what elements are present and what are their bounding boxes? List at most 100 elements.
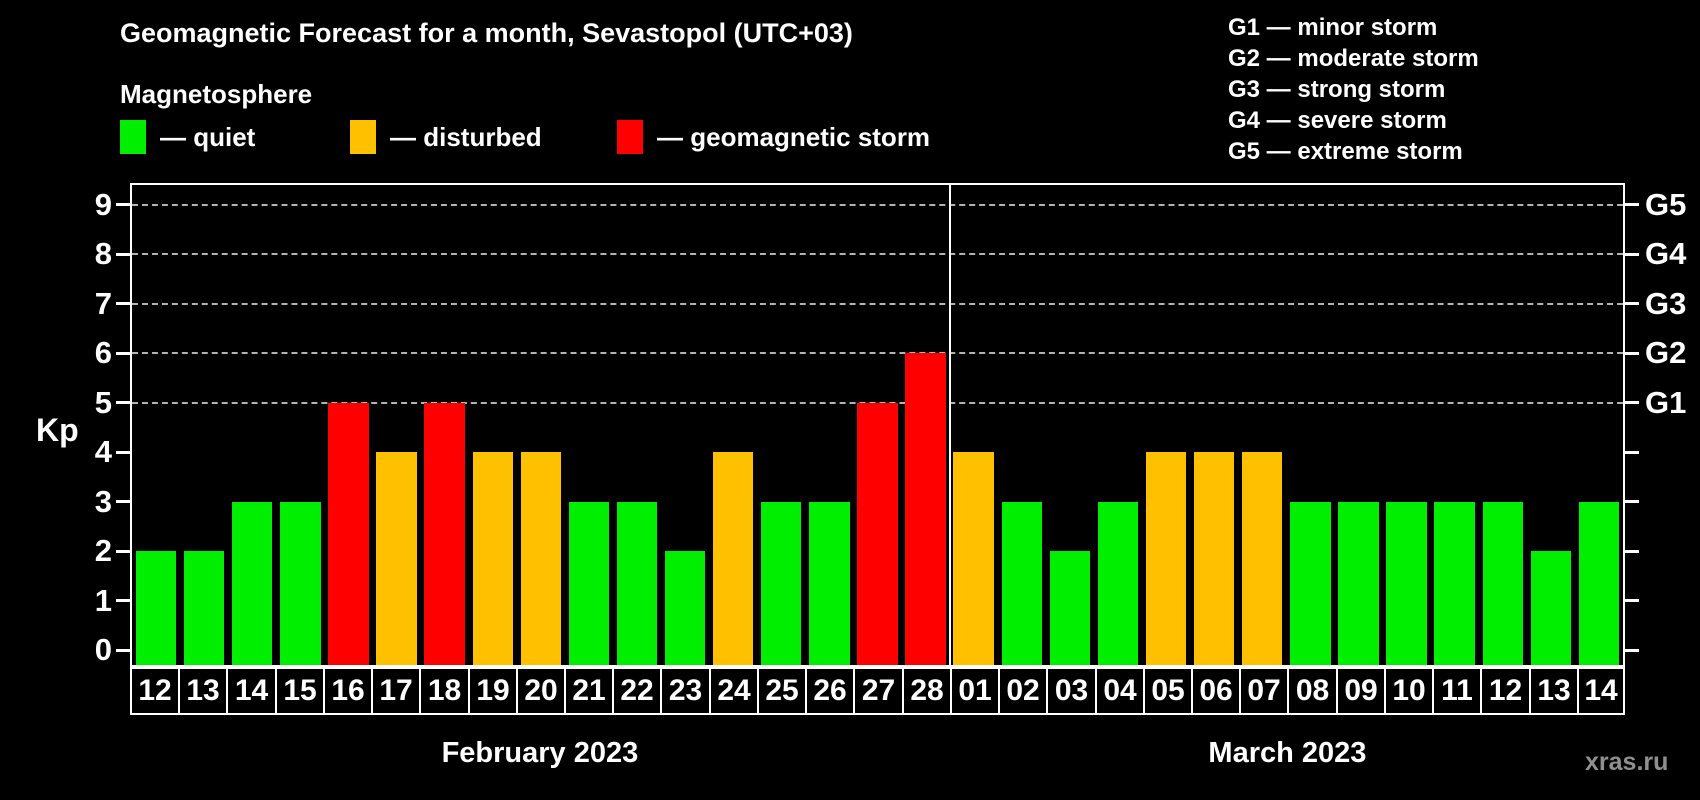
kp-bar-day-25-kp-3 — [761, 501, 802, 665]
left-tick-5 — [116, 401, 132, 405]
day-cell-feb-23: 23 — [660, 667, 711, 715]
day-axis-row: 12 13 14 15 16 17 18 19 20 21 22 23 24 25 26 27 28 01 02 03… — [130, 667, 1625, 715]
day-cell-feb-27: 27 — [853, 667, 904, 715]
right-tick-8 — [1623, 252, 1639, 256]
right-axis-label-G4: G4 — [1645, 236, 1687, 272]
kp-bar-day-12-kp-2 — [135, 551, 177, 665]
right-tick-3 — [1623, 500, 1639, 504]
kp-bar-day-06-kp-4 — [1193, 452, 1235, 665]
day-cell-feb-24: 24 — [709, 667, 759, 715]
y-tick-label-5: 5 — [94, 384, 112, 420]
month-label-february: February 2023 — [441, 737, 639, 769]
day-cell-mar-05: 05 — [1143, 667, 1193, 715]
y-tick-label-8: 8 — [94, 236, 112, 272]
day-cell-feb-17: 17 — [371, 667, 421, 715]
chart-title: Geomagnetic Forecast for a month, Sevast… — [120, 18, 853, 48]
gridline-kp-6 — [132, 352, 1623, 355]
storm-legend-line-2: G2 — moderate storm — [1228, 45, 1479, 72]
right-axis-label-G3: G3 — [1645, 285, 1687, 321]
right-tick-4 — [1623, 450, 1639, 454]
plot-inner: 0 1 2 3 4 5 6 7 8 9 G1 G2 G3 G4 G5 — [95, 185, 1686, 667]
day-cell-feb-19: 19 — [468, 667, 518, 715]
day-cell-mar-01: 01 — [950, 667, 1000, 715]
kp-bar-day-10-kp-3 — [1386, 501, 1427, 665]
day-cell-mar-13: 13 — [1529, 667, 1579, 715]
y-tick-label-7: 7 — [94, 285, 112, 321]
left-tick-8 — [116, 252, 132, 256]
kp-bar-day-12-kp-3 — [1482, 501, 1523, 665]
day-cell-mar-09: 09 — [1336, 667, 1386, 715]
legend-label-disturbed: — disturbed — [390, 122, 542, 152]
right-tick-1 — [1623, 599, 1639, 603]
day-cell-feb-28: 28 — [902, 667, 952, 715]
kp-bar-day-21-kp-3 — [568, 501, 610, 665]
y-tick-label-4: 4 — [94, 434, 112, 470]
gridline-kp-8 — [132, 253, 1623, 256]
kp-bar-day-07-kp-4 — [1242, 452, 1283, 665]
y-tick-label-1: 1 — [94, 582, 112, 618]
right-axis-label-G5: G5 — [1645, 186, 1687, 222]
right-tick-7 — [1623, 302, 1639, 306]
legend-item-disturbed: — disturbed — [350, 120, 542, 154]
left-tick-7 — [116, 302, 132, 306]
y-tick-label-6: 6 — [94, 335, 112, 371]
storm-legend-line-3: G3 — strong storm — [1228, 76, 1446, 103]
kp-bar-day-16-kp-5 — [328, 402, 369, 665]
day-cell-feb-26: 26 — [805, 667, 855, 715]
kp-bar-day-15-kp-3 — [280, 501, 321, 665]
month-label-march: March 2023 — [1208, 737, 1367, 769]
day-cell-feb-14: 14 — [226, 667, 277, 715]
day-cell-mar-03: 03 — [1046, 667, 1097, 715]
kp-bar-day-27-kp-5 — [857, 402, 898, 665]
storm-legend-line-5: G5 — extreme storm — [1228, 138, 1463, 165]
gridline-kp-9 — [132, 203, 1623, 206]
right-tick-2 — [1623, 549, 1639, 553]
left-tick-0 — [116, 648, 132, 652]
kp-bar-day-04-kp-3 — [1097, 501, 1139, 665]
legend-swatch-storm — [617, 120, 643, 154]
storm-legend-line-1: G1 — minor storm — [1228, 14, 1438, 41]
kp-bar-day-18-kp-5 — [424, 402, 465, 665]
kp-bar-day-17-kp-4 — [376, 452, 417, 665]
storm-legend-line-4: G4 — severe storm — [1228, 107, 1447, 134]
kp-bar-day-14-kp-3 — [232, 501, 273, 665]
y-tick-label-9: 9 — [94, 186, 112, 222]
storm-scale-legend: G1 — minor storm G2 — moderate storm G3 — … — [1228, 12, 1479, 167]
day-cell-mar-08: 08 — [1287, 667, 1338, 715]
kp-bar-day-24-kp-4 — [713, 452, 754, 665]
kp-bar-day-05-kp-4 — [1145, 452, 1187, 665]
kp-bar-day-01-kp-4 — [953, 452, 994, 665]
y-tick-label-3: 3 — [94, 483, 112, 519]
left-tick-2 — [116, 549, 132, 553]
kp-bar-day-13-kp-2 — [1530, 551, 1572, 665]
watermark: xras.ru — [1585, 748, 1669, 776]
kp-bar-day-03-kp-2 — [1049, 551, 1091, 665]
legend-item-storm: — geomagnetic storm — [617, 120, 930, 154]
kp-bar-day-11-kp-3 — [1434, 501, 1475, 665]
kp-bar-day-09-kp-3 — [1338, 501, 1379, 665]
day-cell-feb-25: 25 — [757, 667, 807, 715]
day-cell-mar-04: 04 — [1095, 667, 1145, 715]
day-cell-feb-13: 13 — [178, 667, 228, 715]
left-tick-9 — [116, 203, 132, 207]
kp-bar-day-20-kp-4 — [520, 452, 561, 665]
kp-bar-day-02-kp-3 — [1001, 501, 1042, 665]
y-tick-label-0: 0 — [94, 632, 112, 668]
kp-bar-day-19-kp-4 — [472, 452, 513, 665]
day-cell-mar-10: 10 — [1384, 667, 1434, 715]
y-axis-label: Kp — [36, 412, 79, 448]
right-tick-0 — [1623, 648, 1639, 652]
day-cell-feb-18: 18 — [419, 667, 470, 715]
legend-swatch-disturbed — [350, 120, 376, 154]
magnetosphere-legend-title: Magnetosphere — [120, 79, 313, 109]
left-tick-1 — [116, 599, 132, 603]
right-tick-6 — [1623, 351, 1639, 355]
day-cell-mar-06: 06 — [1191, 667, 1241, 715]
left-tick-6 — [116, 351, 132, 355]
gridline-kp-7 — [132, 302, 1623, 305]
right-axis-label-G1: G1 — [1645, 384, 1687, 420]
right-axis-label-G2: G2 — [1645, 335, 1687, 371]
day-cell-feb-21: 21 — [564, 667, 614, 715]
legend-item-quiet: — quiet — [120, 120, 255, 154]
